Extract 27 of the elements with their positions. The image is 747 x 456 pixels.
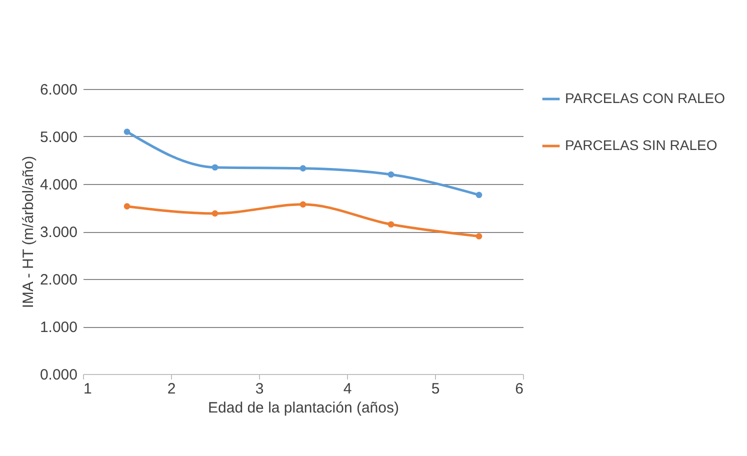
point	[388, 171, 394, 178]
point	[212, 164, 218, 171]
point	[212, 210, 218, 217]
y-tick-label: 1.000	[40, 319, 78, 336]
legend-label: PARCELAS CON RALEO	[565, 90, 726, 106]
point	[388, 221, 394, 228]
x-tick-label: 5	[431, 380, 440, 398]
point	[476, 192, 482, 198]
x-tick-label: 6	[515, 380, 524, 398]
point	[300, 201, 306, 208]
y-tick-label: 3.000	[40, 224, 78, 241]
y-tick-label: 0.000	[40, 366, 78, 384]
x-tick-label: 4	[343, 380, 352, 398]
legend-label: PARCELAS SIN RALEO	[565, 137, 718, 153]
y-axis-title: IMA - HT (m/árbol/año)	[20, 156, 37, 308]
y-tick-label: 6.000	[40, 82, 78, 98]
x-axis-title: Edad de la plantación (años)	[208, 400, 399, 416]
y-tick-label: 2.000	[40, 272, 78, 288]
point	[124, 128, 130, 135]
point	[476, 233, 482, 240]
point	[300, 165, 306, 172]
x-tick-label: 1	[84, 380, 92, 398]
x-tick-label: 3	[255, 380, 264, 398]
point	[124, 203, 130, 210]
x-tick-label: 2	[167, 380, 176, 398]
y-tick-label: 4.000	[40, 176, 78, 194]
y-tick-label: 5.000	[40, 129, 78, 146]
